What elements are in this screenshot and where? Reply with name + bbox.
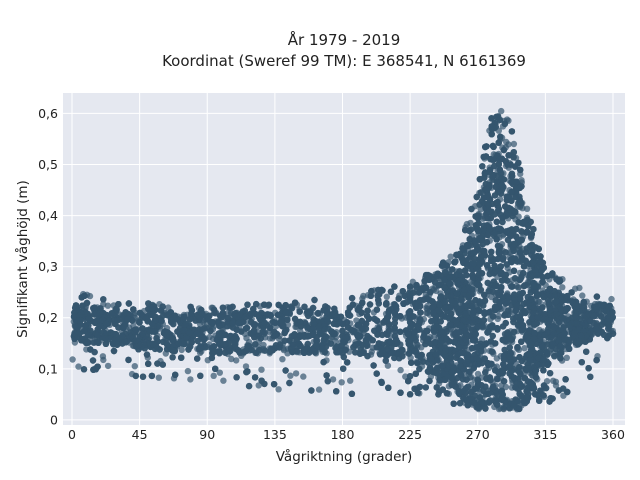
scatter-point xyxy=(383,293,390,300)
scatter-point xyxy=(99,353,107,360)
chart-title-line1: År 1979 - 2019 xyxy=(288,30,401,49)
scatter-point xyxy=(397,366,404,374)
scatter-point xyxy=(216,369,223,376)
scatter-point xyxy=(447,253,454,260)
scatter-point xyxy=(220,377,227,384)
scatter-point xyxy=(184,367,192,375)
scatter-point xyxy=(510,140,518,148)
scatter-point xyxy=(430,333,438,340)
scatter-point xyxy=(131,363,138,370)
scatter-point xyxy=(563,354,570,361)
scatter-point xyxy=(347,377,354,384)
scatter-point xyxy=(210,372,217,379)
scatter-point xyxy=(300,373,307,380)
scatter-point xyxy=(275,386,282,393)
scatter-point xyxy=(224,309,232,317)
scatter-point xyxy=(255,382,262,389)
scatter-point xyxy=(242,363,250,370)
scatter-point xyxy=(559,284,566,291)
scatter-point xyxy=(287,372,294,379)
scatter-points xyxy=(69,107,617,413)
scatter-point xyxy=(550,377,557,384)
scatter-point xyxy=(104,362,112,370)
scatter-point xyxy=(329,376,337,383)
scatter-point xyxy=(467,219,474,227)
scatter-point xyxy=(178,346,185,354)
scatter-point xyxy=(579,292,586,299)
scatter-point xyxy=(155,374,162,381)
scatter-point xyxy=(228,355,235,363)
scatter-point xyxy=(536,326,543,334)
scatter-point xyxy=(187,376,194,383)
scatter-point xyxy=(495,312,502,320)
chart-title-line2: Koordinat (Sweref 99 TM): E 368541, N 61… xyxy=(162,52,526,70)
scatter-point xyxy=(165,304,172,311)
scatter-point xyxy=(521,345,528,352)
scatter-point xyxy=(498,107,505,115)
scatter-point xyxy=(338,379,345,386)
scatter-point xyxy=(315,386,323,393)
scatter-point xyxy=(279,356,286,363)
scatter-point xyxy=(360,292,367,300)
scatter-point xyxy=(515,213,522,220)
scatter-point xyxy=(576,284,583,292)
scatter-point xyxy=(75,363,82,370)
scatter-point xyxy=(258,366,265,373)
scatter-point xyxy=(233,357,240,364)
scatter-point xyxy=(608,295,615,303)
scatter-point xyxy=(292,370,300,377)
scatter-point xyxy=(503,138,510,146)
scatter-point xyxy=(502,383,510,391)
scatter-point xyxy=(424,309,431,317)
scatter-point xyxy=(69,356,76,363)
scatter-point xyxy=(514,284,522,291)
scatter-point xyxy=(384,362,392,369)
